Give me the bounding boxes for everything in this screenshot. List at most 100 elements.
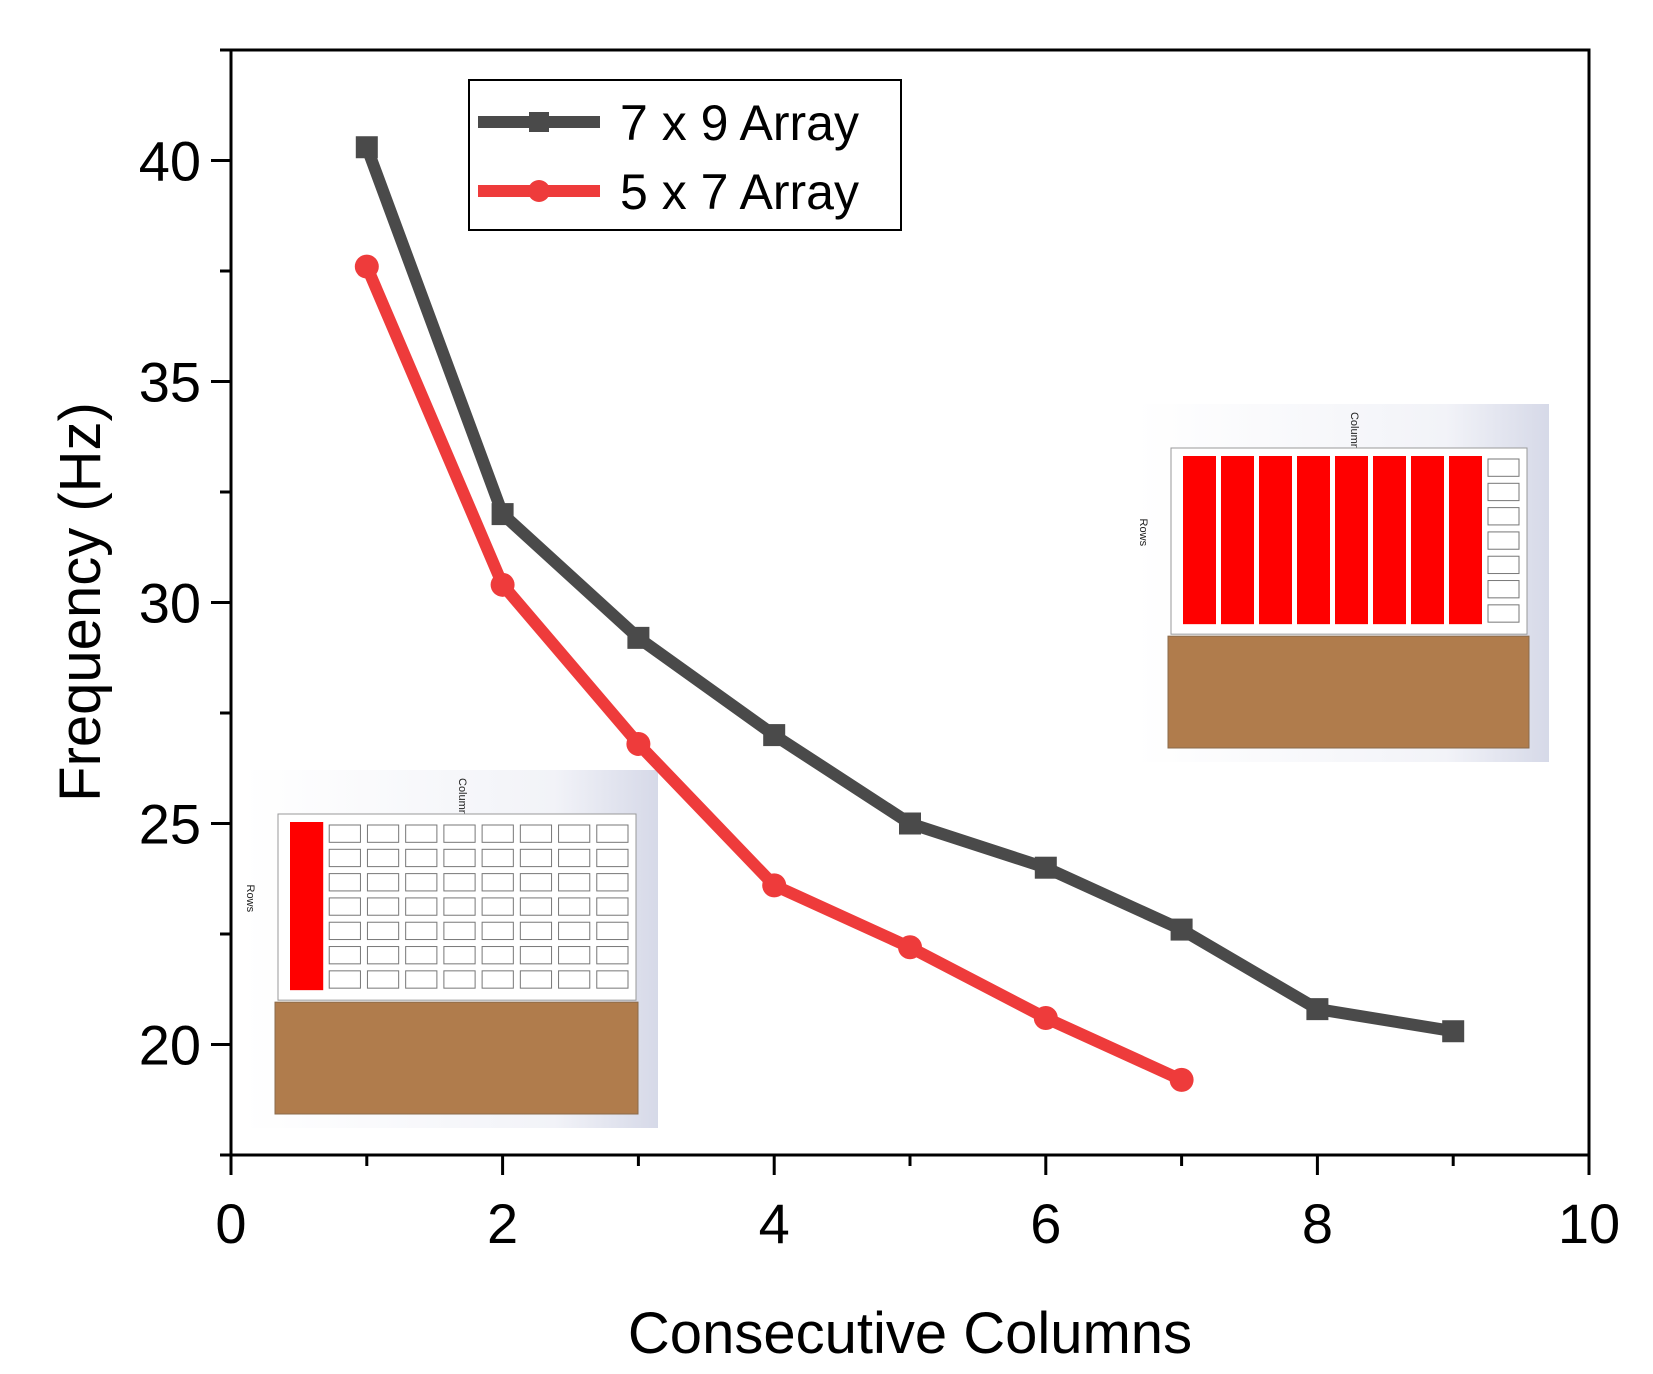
inset-rows-label: Rows (244, 885, 256, 913)
inset-cell (328, 848, 361, 868)
data-point-series-0 (1170, 918, 1193, 941)
inset-column-label: Column (1348, 412, 1360, 450)
inset-column-label: Column (456, 778, 468, 816)
data-point-series-1 (490, 572, 515, 597)
inset-cell (443, 921, 476, 941)
data-point-series-1 (1169, 1067, 1194, 1092)
legend: 7 x 9 Array 5 x 7 Array (468, 79, 902, 231)
inset-cell (328, 921, 361, 941)
data-point-series-1 (626, 731, 651, 756)
inset-active-column (1373, 456, 1406, 625)
legend-marker-series-0 (529, 112, 549, 132)
inset-cell (1487, 458, 1520, 477)
x-tick-label: 4 (759, 1192, 790, 1255)
inset-cell (405, 848, 438, 868)
data-point-series-0 (627, 626, 650, 649)
inset-left-array-diagram: Column Rows (243, 770, 658, 1128)
x-tick-label: 2 (487, 1192, 518, 1255)
inset-cell (519, 921, 553, 941)
data-point-series-0 (899, 812, 921, 835)
inset-cell (558, 873, 591, 892)
y-tick-label: 30 (139, 572, 201, 635)
inset-cell (405, 946, 438, 965)
inset-right-array-diagram: Column Rows (1136, 404, 1549, 762)
inset-cell (596, 848, 629, 868)
inset-cell (558, 946, 591, 965)
legend-label-series-1: 5 x 7 Array (620, 164, 859, 220)
inset-rows-label: Rows (1137, 519, 1149, 547)
y-tick-label: 35 (139, 351, 201, 414)
inset-cell (1487, 555, 1520, 575)
inset-cell (596, 873, 629, 892)
x-axis-title: Consecutive Columns (628, 1301, 1192, 1366)
inset-cell (405, 824, 438, 843)
data-point-series-0 (1442, 1020, 1465, 1043)
data-point-series-0 (355, 136, 378, 159)
x-tick-label: 8 (1302, 1192, 1333, 1255)
inset-cell (405, 970, 438, 989)
y-tick-label: 25 (139, 793, 201, 856)
inset-cell (596, 897, 629, 916)
series-layer (354, 136, 1465, 1092)
inset-cell (405, 897, 438, 916)
data-point-series-0 (491, 503, 514, 526)
inset-active-column (290, 822, 324, 991)
inset-cell (443, 824, 476, 843)
y-tick-label: 20 (139, 1014, 201, 1077)
inset-cell (519, 848, 553, 868)
inset-active-column (1183, 456, 1216, 625)
inset-cell (596, 824, 629, 843)
y-axis-title: Frequency (Hz) (48, 402, 113, 802)
inset-cell (366, 970, 400, 989)
inset-cell (443, 897, 476, 916)
inset-active-column (1221, 456, 1254, 625)
inset-cell (1487, 531, 1520, 550)
inset-cell (366, 848, 400, 868)
data-point-series-1 (354, 254, 379, 279)
x-tick-label: 10 (1558, 1192, 1620, 1255)
inset-cell (366, 946, 400, 965)
inset-cell (1487, 507, 1520, 526)
data-point-series-0 (763, 724, 786, 747)
inset-cell (519, 873, 553, 892)
inset-cell (519, 946, 553, 965)
inset-cell (443, 873, 476, 892)
inset-cell (443, 946, 476, 965)
inset-cell (1487, 604, 1520, 623)
inset-base-plate (274, 1001, 639, 1115)
inset-cell (481, 970, 514, 989)
inset-cell (596, 946, 629, 965)
inset-active-column (1259, 456, 1292, 625)
inset-cell (481, 921, 514, 941)
inset-base-plate (1167, 635, 1530, 749)
inset-cell (405, 873, 438, 892)
inset-active-column (1297, 456, 1330, 625)
inset-active-column (1335, 456, 1368, 625)
x-axis-ticks: 0 2 4 6 8 10 (215, 1155, 1620, 1255)
inset-cell (328, 824, 361, 843)
inset-cell (558, 970, 591, 989)
inset-cell (519, 824, 553, 843)
inset-cell (519, 897, 553, 916)
inset-cell (558, 848, 591, 868)
inset-cell (366, 921, 400, 941)
inset-cell (366, 873, 400, 892)
legend-box (468, 79, 902, 231)
x-tick-label: 6 (1030, 1192, 1061, 1255)
inset-cell (481, 848, 514, 868)
inset-cell (366, 897, 400, 916)
y-tick-label: 40 (139, 130, 201, 193)
inset-cell (481, 946, 514, 965)
inset-cell (328, 970, 361, 989)
data-point-series-1 (898, 935, 922, 960)
inset-cell (519, 970, 553, 989)
inset-cell (1487, 482, 1520, 502)
inset-cell (596, 921, 629, 941)
legend-marker-series-1 (528, 180, 550, 202)
inset-cell (366, 824, 400, 843)
inset-cell (481, 824, 514, 843)
inset-cell (558, 824, 591, 843)
y-axis-ticks: 20 25 30 35 40 (139, 48, 231, 1157)
x-tick-label: 0 (215, 1192, 246, 1255)
